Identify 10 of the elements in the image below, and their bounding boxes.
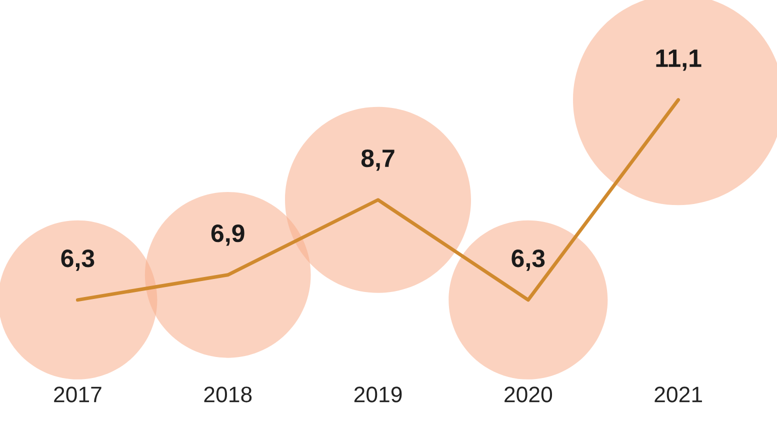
x-tick-label: 2019 xyxy=(354,386,402,402)
x-tick-label: 2020 xyxy=(504,386,552,402)
data-label: 11,1 xyxy=(656,50,702,71)
data-label: 6,9 xyxy=(211,224,244,246)
x-tick-label: 2018 xyxy=(204,386,252,402)
data-label: 6,3 xyxy=(61,249,94,271)
data-label: 6,3 xyxy=(512,249,545,271)
data-label: 8,7 xyxy=(361,149,394,171)
x-tick-label: 2021 xyxy=(654,386,702,402)
x-tick-label: 2017 xyxy=(54,386,102,402)
